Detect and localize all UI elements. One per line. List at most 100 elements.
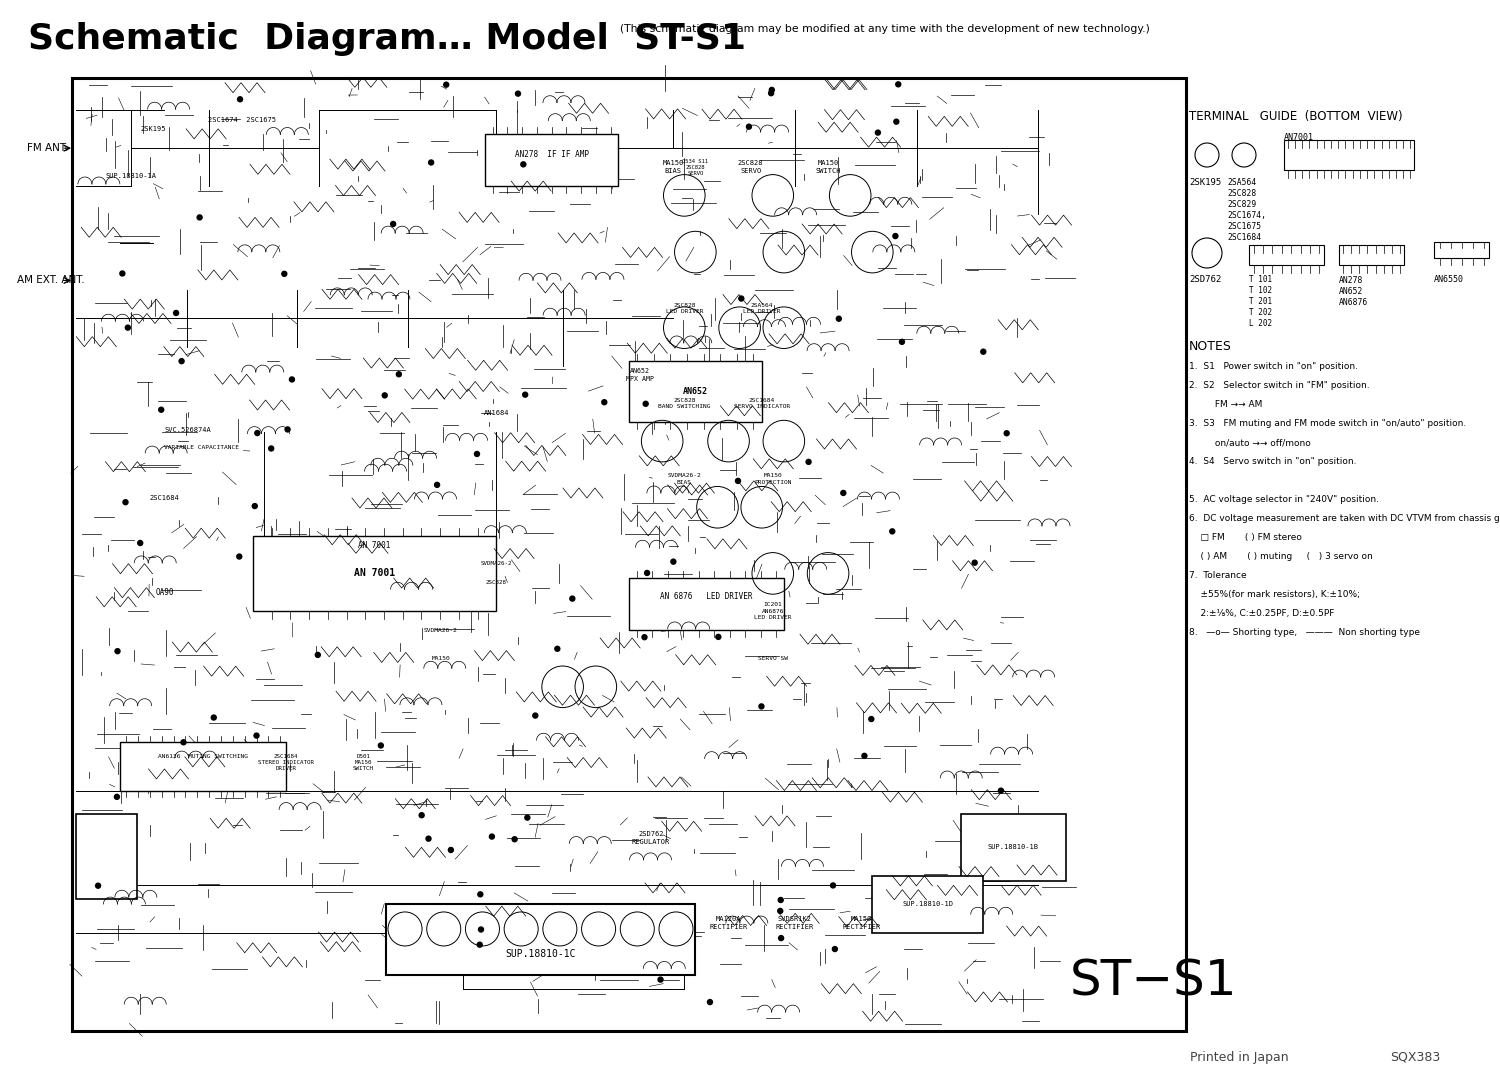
Text: 2SC1674  2SC1675: 2SC1674 2SC1675 bbox=[209, 117, 276, 123]
Text: AN 6876   LED DRIVER: AN 6876 LED DRIVER bbox=[660, 592, 753, 601]
Text: 1.  S1   Power switch in "on" position.: 1. S1 Power switch in "on" position. bbox=[1190, 362, 1358, 371]
Circle shape bbox=[777, 909, 783, 913]
Text: 5.  AC voltage selector in "240V" position.: 5. AC voltage selector in "240V" positio… bbox=[1190, 495, 1378, 504]
Circle shape bbox=[658, 977, 663, 982]
Circle shape bbox=[138, 541, 142, 545]
Circle shape bbox=[768, 90, 774, 96]
Circle shape bbox=[159, 407, 164, 413]
Circle shape bbox=[282, 272, 286, 276]
Text: MA150
SWITCH: MA150 SWITCH bbox=[816, 161, 842, 174]
Circle shape bbox=[290, 377, 294, 382]
Text: 2SA564
LED DRIVER: 2SA564 LED DRIVER bbox=[742, 303, 780, 315]
Text: AN278
AN652
AN6876: AN278 AN652 AN6876 bbox=[1340, 276, 1368, 307]
Circle shape bbox=[868, 717, 874, 721]
Circle shape bbox=[448, 847, 453, 853]
Circle shape bbox=[842, 491, 846, 495]
Circle shape bbox=[478, 892, 483, 897]
Text: 2SC1684: 2SC1684 bbox=[150, 495, 180, 501]
Text: AN 7001: AN 7001 bbox=[354, 568, 395, 579]
Circle shape bbox=[999, 788, 1004, 793]
Bar bbox=[962, 814, 1066, 881]
Text: SVDMA26-2: SVDMA26-2 bbox=[480, 561, 512, 567]
Circle shape bbox=[716, 634, 722, 640]
Circle shape bbox=[520, 162, 526, 167]
Circle shape bbox=[740, 296, 744, 301]
Text: NOTES: NOTES bbox=[1190, 340, 1231, 353]
Circle shape bbox=[489, 834, 495, 839]
Circle shape bbox=[747, 124, 752, 129]
Text: AN 7001: AN 7001 bbox=[358, 541, 392, 550]
Text: 2SD762
REGULATOR: 2SD762 REGULATOR bbox=[632, 831, 670, 845]
Bar bbox=[628, 361, 762, 422]
Circle shape bbox=[778, 936, 783, 940]
Text: 2SC1684
SERVO INDICATOR: 2SC1684 SERVO INDICATOR bbox=[734, 397, 790, 409]
Text: Q534 S11
2SC828
SERVO: Q534 S11 2SC828 SERVO bbox=[682, 159, 708, 176]
Text: D501
MA150
SWITCH: D501 MA150 SWITCH bbox=[352, 754, 374, 771]
Bar bbox=[120, 742, 286, 791]
Circle shape bbox=[252, 504, 258, 508]
Circle shape bbox=[890, 529, 896, 534]
Text: □ FM       ( ) FM stereo: □ FM ( ) FM stereo bbox=[1190, 533, 1302, 542]
Circle shape bbox=[532, 714, 538, 718]
Circle shape bbox=[896, 81, 902, 87]
Text: 2:±⅛%, C:±0.25PF, D:±0.5PF: 2:±⅛%, C:±0.25PF, D:±0.5PF bbox=[1190, 609, 1335, 618]
Text: VARIABLE CAPACITANCE: VARIABLE CAPACITANCE bbox=[165, 445, 240, 450]
Circle shape bbox=[892, 233, 898, 239]
Text: SVDMA26-2
BIAS: SVDMA26-2 BIAS bbox=[668, 473, 700, 484]
Text: on/auto →→ off/mono: on/auto →→ off/mono bbox=[1190, 438, 1311, 447]
Bar bbox=[72, 78, 1186, 1031]
Text: 2SC1684
STEREO INDICATOR
DRIVER: 2SC1684 STEREO INDICATOR DRIVER bbox=[258, 754, 314, 771]
Text: AN652
MPX AMP: AN652 MPX AMP bbox=[626, 368, 654, 381]
Circle shape bbox=[876, 130, 880, 135]
Text: SVDMA26-2: SVDMA26-2 bbox=[424, 628, 458, 633]
Circle shape bbox=[435, 482, 439, 488]
Text: OA90: OA90 bbox=[154, 588, 174, 597]
Circle shape bbox=[900, 339, 904, 344]
Bar bbox=[386, 905, 696, 975]
Circle shape bbox=[237, 554, 242, 559]
Text: SQX383: SQX383 bbox=[1390, 1051, 1440, 1064]
Text: TERMINAL   GUIDE  (BOTTOM  VIEW): TERMINAL GUIDE (BOTTOM VIEW) bbox=[1190, 110, 1402, 123]
Circle shape bbox=[116, 648, 120, 654]
Circle shape bbox=[644, 401, 648, 406]
Text: 2SK195: 2SK195 bbox=[1190, 178, 1221, 187]
Circle shape bbox=[182, 740, 186, 745]
Circle shape bbox=[570, 596, 574, 602]
Circle shape bbox=[268, 446, 273, 451]
Circle shape bbox=[512, 836, 518, 842]
Text: (This schematic diagram may be modified at any time with the development of new : (This schematic diagram may be modified … bbox=[620, 24, 1150, 34]
Circle shape bbox=[196, 215, 202, 219]
Text: SUP.18810-1A: SUP.18810-1A bbox=[106, 174, 158, 179]
Bar bbox=[1250, 245, 1324, 265]
Text: SVDSR1K2
RECTIFIER: SVDSR1K2 RECTIFIER bbox=[776, 917, 814, 930]
Circle shape bbox=[1004, 431, 1010, 435]
Circle shape bbox=[255, 430, 260, 435]
Text: 2SD762: 2SD762 bbox=[1190, 275, 1221, 285]
Circle shape bbox=[114, 794, 120, 799]
Circle shape bbox=[516, 91, 520, 97]
Text: T 101
T 102
T 201
T 202
L 202: T 101 T 102 T 201 T 202 L 202 bbox=[1250, 275, 1272, 328]
Text: 8.   —o— Shorting type,   ———  Non shorting type: 8. —o— Shorting type, ——— Non shorting t… bbox=[1190, 628, 1420, 637]
Circle shape bbox=[670, 559, 676, 564]
Circle shape bbox=[315, 653, 321, 657]
Circle shape bbox=[474, 452, 480, 456]
Circle shape bbox=[645, 570, 650, 576]
Text: MA150: MA150 bbox=[432, 656, 450, 661]
Circle shape bbox=[120, 272, 124, 276]
Text: Printed in Japan: Printed in Japan bbox=[1190, 1051, 1288, 1064]
Circle shape bbox=[837, 316, 842, 321]
Circle shape bbox=[444, 83, 448, 87]
Text: MA150
RECTIFIER: MA150 RECTIFIER bbox=[842, 917, 880, 930]
Bar bbox=[1284, 140, 1414, 171]
Text: MA150
PROTECTION: MA150 PROTECTION bbox=[754, 473, 792, 484]
Text: AN7001: AN7001 bbox=[1284, 132, 1314, 142]
Circle shape bbox=[759, 704, 764, 709]
Text: 7.  Tolerance: 7. Tolerance bbox=[1190, 571, 1246, 580]
Circle shape bbox=[126, 325, 130, 330]
Text: 2.  S2   Selector switch in "FM" position.: 2. S2 Selector switch in "FM" position. bbox=[1190, 381, 1370, 390]
Circle shape bbox=[831, 883, 836, 888]
Bar bbox=[873, 875, 982, 933]
Text: ST−S1: ST−S1 bbox=[1070, 958, 1238, 1006]
Text: 6.  DC voltage measurement are taken with DC VTVM from chassis ground.: 6. DC voltage measurement are taken with… bbox=[1190, 514, 1500, 523]
Circle shape bbox=[477, 943, 482, 947]
